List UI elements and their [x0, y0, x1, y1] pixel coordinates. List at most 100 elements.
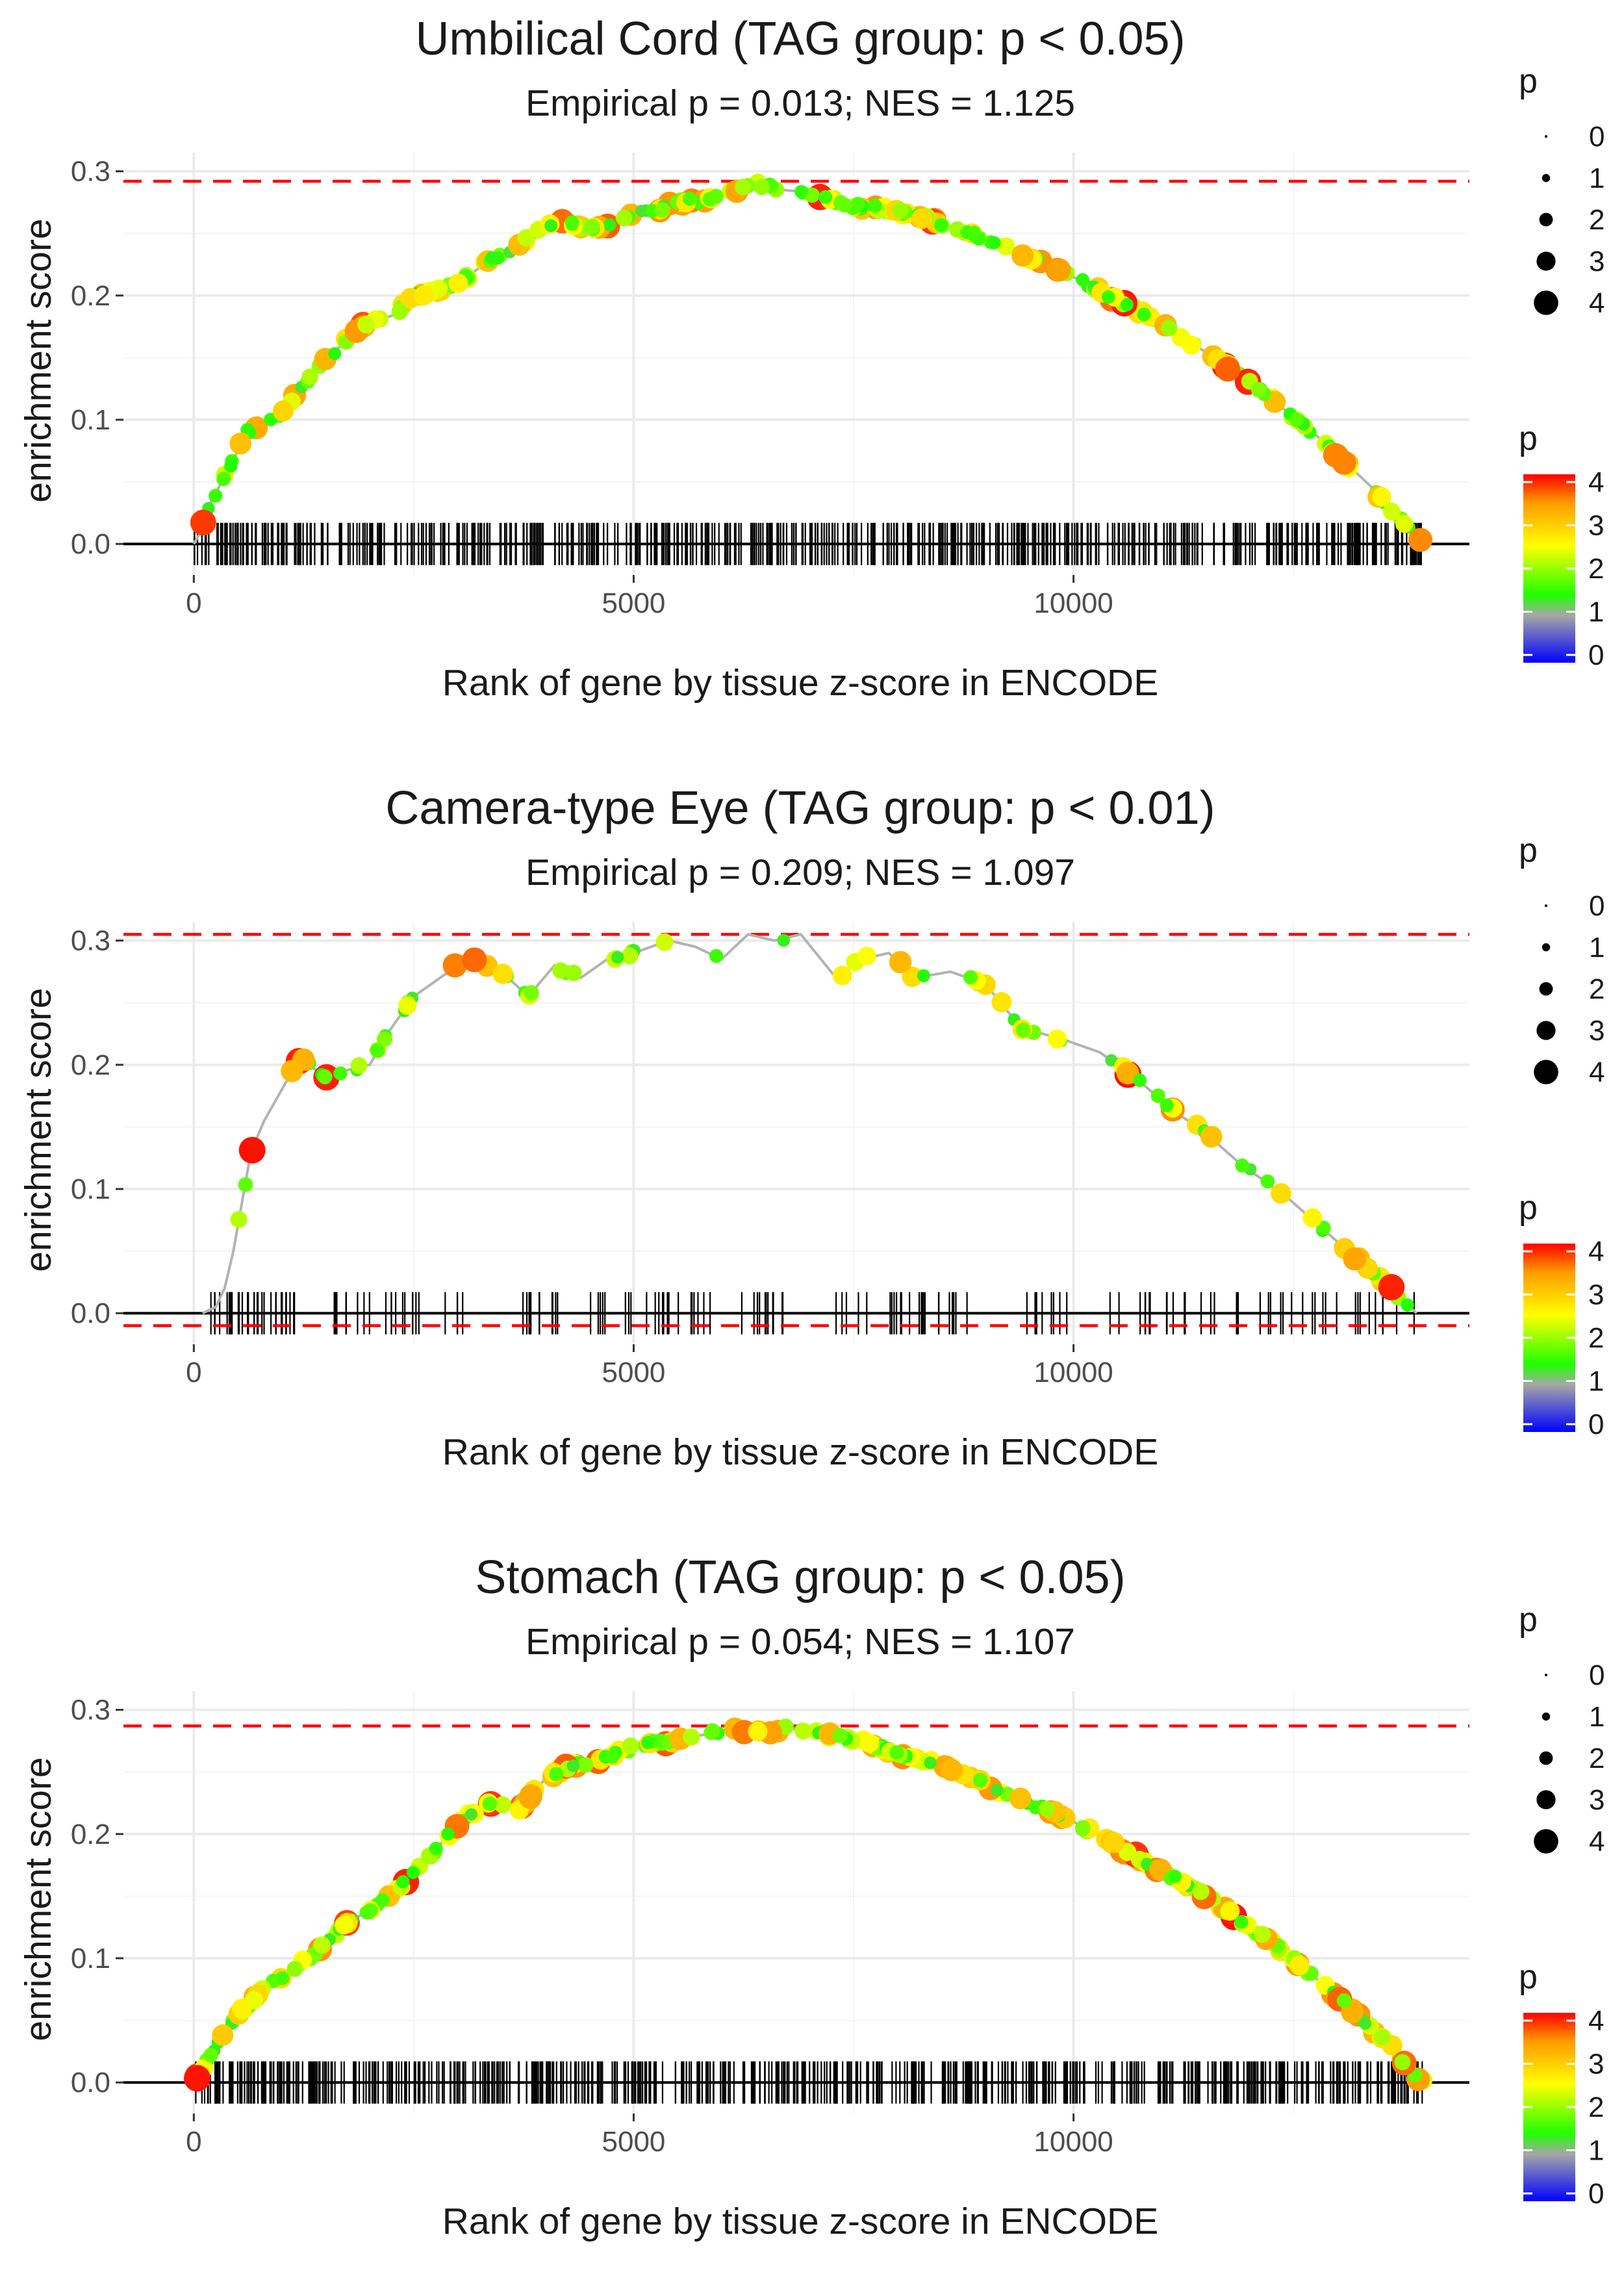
es-point [889, 1745, 904, 1760]
panel-3-size-legend: p 0 1 2 3 4 [1519, 1601, 1605, 1858]
es-point [996, 237, 1015, 256]
es-curve [202, 932, 1418, 1315]
es-point [216, 472, 231, 487]
es-point [1250, 382, 1267, 398]
y-tick-label: 0.0 [71, 1297, 110, 1329]
size-legend-key [1539, 982, 1553, 996]
es-point [1323, 442, 1347, 468]
es-point [1168, 1869, 1182, 1884]
y-tick-label: 0.0 [71, 2067, 110, 2099]
size-legend-key [1536, 1790, 1556, 1809]
es-point [1133, 1073, 1147, 1088]
es-point [544, 219, 557, 233]
es-point [301, 368, 319, 385]
es-point [889, 951, 912, 974]
es-point [777, 934, 791, 947]
es-point [212, 2024, 234, 2046]
es-point [1105, 1054, 1118, 1067]
es-point [492, 964, 513, 984]
es-point [682, 192, 697, 206]
colorbar-label: 4 [1588, 1236, 1604, 1268]
y-tick-label: 0.0 [71, 528, 110, 560]
panel-3-y-axis-title: enrichment score [18, 1757, 59, 2041]
panel-2-title: Camera-type Eye (TAG group: p < 0.01) [385, 782, 1215, 834]
es-point [1137, 307, 1151, 322]
panel-3-title: Stomach (TAG group: p < 0.05) [475, 1552, 1125, 1603]
es-point [448, 274, 468, 293]
es-point [1359, 2017, 1372, 2030]
es-point [238, 1136, 266, 1164]
es-point [429, 1841, 443, 1856]
es-point [350, 1057, 368, 1074]
es-point [972, 1772, 988, 1788]
es-point [1302, 1208, 1323, 1228]
size-legend-label: 2 [1589, 1743, 1605, 1774]
es-point [286, 1961, 303, 1977]
es-point [860, 1733, 880, 1753]
es-point [868, 198, 882, 213]
y-tick-label: 0.1 [71, 404, 110, 436]
x-tick-label: 0 [186, 587, 201, 619]
y-tick-label: 0.1 [71, 1943, 110, 1974]
es-point [272, 400, 294, 422]
size-legend-key [1539, 212, 1553, 227]
es-point [1160, 1098, 1174, 1112]
es-point [1101, 290, 1115, 304]
panel-1-title: Umbilical Cord (TAG group: p < 0.05) [415, 13, 1185, 65]
es-point [1182, 335, 1201, 355]
size-legend-label: 0 [1589, 121, 1605, 153]
es-point [635, 205, 648, 218]
es-point [709, 949, 724, 963]
size-legend-key [1545, 1674, 1547, 1676]
es-point [1408, 528, 1432, 552]
y-tick-label: 0.3 [71, 1694, 110, 1726]
es-point [1192, 1883, 1210, 1900]
es-point [333, 1066, 348, 1080]
size-legend-label: 1 [1589, 1701, 1605, 1733]
es-point [833, 195, 848, 211]
es-point [1382, 502, 1401, 521]
panel-1-y-axis-title: enrichment score [18, 218, 59, 502]
es-point [934, 218, 948, 233]
es-point [605, 1750, 620, 1764]
es-point [1373, 2028, 1391, 2046]
es-point [494, 1796, 512, 1813]
panel-1-x-axis-title: Rank of gene by tissue z-score in ENCODE [442, 662, 1158, 704]
es-point [1395, 515, 1414, 533]
size-legend-key [1542, 173, 1551, 183]
colorbar-label: 3 [1588, 2049, 1604, 2080]
es-point [991, 1783, 1004, 1796]
es-point [566, 1759, 580, 1772]
es-point [991, 992, 1012, 1012]
es-point [1215, 356, 1241, 382]
es-point [1103, 1832, 1125, 1854]
es-point [917, 969, 930, 982]
panel-1-plot: 0 5000 10000 0.0 0.1 0.2 0.3 [71, 153, 1469, 619]
es-point [1150, 1088, 1165, 1103]
size-legend-label: 3 [1589, 1015, 1605, 1047]
size-legend-title: p [1519, 832, 1538, 869]
es-point [184, 2065, 210, 2092]
y-tick-label: 0.3 [71, 925, 110, 957]
es-point [987, 236, 1001, 249]
es-point [482, 1796, 498, 1811]
es-point [209, 489, 223, 503]
x-tick-label: 10000 [1034, 2126, 1113, 2158]
es-point [705, 1723, 720, 1739]
es-point [1161, 320, 1178, 337]
es-curve [192, 182, 1427, 545]
es-point [377, 1031, 393, 1047]
colorbar-label: 0 [1588, 1409, 1604, 1440]
panel-2-plot: 0 5000 10000 0.0 0.1 0.2 0.3 [71, 922, 1469, 1388]
colorbar-label: 2 [1588, 2091, 1604, 2123]
es-point [967, 225, 982, 240]
es-point [748, 1722, 768, 1742]
es-point [1047, 258, 1071, 282]
es-point [375, 1893, 390, 1908]
es-point [224, 459, 238, 473]
es-point [754, 179, 770, 196]
es-point [622, 1737, 639, 1755]
es-point [396, 1875, 410, 1889]
es-point [275, 1971, 290, 1986]
size-legend-label: 2 [1589, 204, 1605, 236]
